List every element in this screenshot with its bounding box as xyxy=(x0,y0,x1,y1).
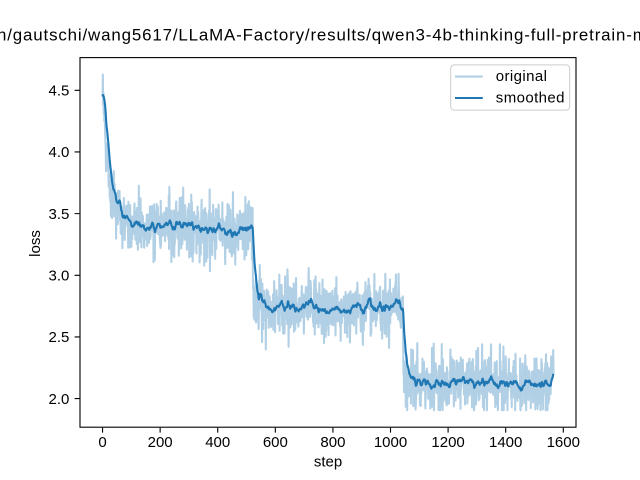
svg-text:1000: 1000 xyxy=(374,434,407,451)
svg-text:step: step xyxy=(314,453,342,470)
svg-text:2.5: 2.5 xyxy=(49,329,70,346)
svg-text:3.0: 3.0 xyxy=(49,267,70,284)
svg-text:loss: loss xyxy=(27,230,44,257)
svg-text:0: 0 xyxy=(98,434,106,451)
svg-text:2.0: 2.0 xyxy=(49,391,70,408)
svg-text:1200: 1200 xyxy=(431,434,464,451)
svg-text:400: 400 xyxy=(205,434,230,451)
svg-text:3.5: 3.5 xyxy=(49,206,70,223)
svg-text:200: 200 xyxy=(148,434,173,451)
svg-text:smoothed: smoothed xyxy=(496,89,565,106)
svg-text:4.0: 4.0 xyxy=(49,144,70,161)
svg-text:original: original xyxy=(496,68,548,85)
svg-text:4.5: 4.5 xyxy=(49,82,70,99)
svg-text:1400: 1400 xyxy=(489,434,522,451)
svg-text:1600: 1600 xyxy=(547,434,580,451)
svg-text:800: 800 xyxy=(320,434,345,451)
svg-text:600: 600 xyxy=(263,434,288,451)
svg-text:h/gautschi/wang5617/LLaMA-Fact: h/gautschi/wang5617/LLaMA-Factory/result… xyxy=(0,25,640,44)
